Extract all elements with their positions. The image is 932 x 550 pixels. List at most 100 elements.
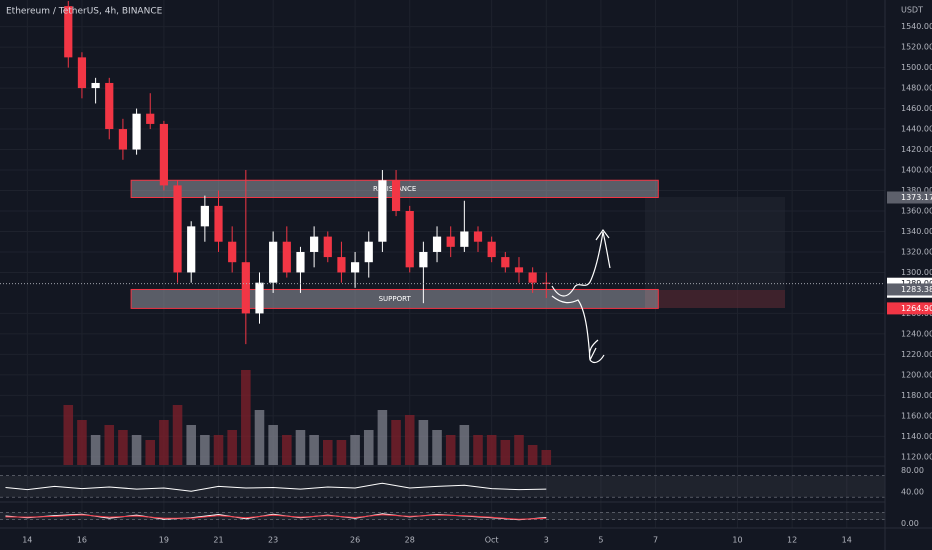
x-tick-label: 12	[787, 536, 797, 545]
volume-bar	[336, 440, 347, 465]
volume-bar	[377, 410, 388, 465]
x-tick-label: 23	[268, 536, 278, 545]
candle-body	[91, 82, 100, 89]
volume-bar	[118, 430, 128, 465]
candle-body	[255, 282, 264, 314]
candle-body	[296, 251, 305, 273]
x-tick-label: 21	[213, 536, 223, 545]
candle-body	[419, 251, 428, 268]
candle-body	[473, 231, 483, 242]
candle-body	[337, 257, 346, 273]
volume-bar	[363, 430, 374, 465]
x-tick-label: 10	[732, 536, 742, 545]
candle-body	[323, 236, 332, 258]
candle-body	[460, 231, 469, 247]
x-tick-label: 16	[77, 536, 87, 545]
volume-bar	[90, 435, 101, 465]
candle-body	[105, 82, 114, 130]
candle-body	[432, 236, 442, 252]
rsi-line	[5, 482, 547, 492]
volume-bar	[350, 435, 360, 465]
y-tick-label: 1120.00	[901, 452, 932, 461]
volume-bar	[473, 435, 483, 465]
x-tick-label: 14	[842, 536, 852, 545]
x-tick-label: Oct	[485, 536, 499, 545]
y-tick-label: 1360.00	[901, 206, 932, 215]
candle-body	[146, 113, 155, 124]
volume-bar	[445, 435, 456, 465]
y-tick-label: 1340.00	[901, 227, 932, 236]
oscillator-band	[0, 512, 885, 520]
volume-bar	[514, 435, 524, 465]
candle-body	[391, 180, 401, 211]
x-tick-label: 26	[350, 536, 360, 545]
price-tag	[887, 302, 932, 315]
volume-bar	[131, 435, 142, 465]
y-tick-label: 1400.00	[901, 166, 932, 175]
candle-body	[487, 241, 496, 258]
volume-bar	[486, 435, 497, 465]
position-tool	[645, 197, 785, 290]
price-tag-label: 1264.90	[901, 304, 932, 313]
x-tick-label: 7	[653, 536, 658, 545]
y-tick-label: 1140.00	[901, 432, 932, 441]
volume-bar	[254, 410, 265, 465]
candle-body	[378, 180, 387, 242]
y-tick-label: 1460.00	[901, 104, 932, 113]
candle-body	[514, 267, 524, 273]
candle-body	[187, 226, 196, 273]
volume-bar	[145, 440, 156, 465]
volume-bar	[268, 425, 278, 465]
price-tag-label: 1283.38	[901, 285, 932, 294]
volume-bar	[432, 430, 442, 465]
volume-bar	[404, 415, 415, 465]
volume-bar	[459, 425, 470, 465]
price-tag	[887, 283, 932, 296]
zone-label: SUPPORT	[379, 295, 412, 303]
candle-body	[77, 57, 87, 89]
candle-body	[528, 272, 537, 283]
y-tick-label: 1500.00	[901, 63, 932, 72]
grid	[0, 0, 885, 528]
volume-bar	[391, 420, 401, 465]
volume-bar	[186, 425, 196, 465]
y-tick-label: 1180.00	[901, 391, 932, 400]
candle-body	[241, 262, 250, 314]
candle-body	[446, 236, 455, 247]
volume-bar	[213, 435, 224, 465]
candle-body	[214, 205, 223, 242]
candle-body	[118, 129, 128, 150]
y-tick-label: 1160.00	[901, 411, 932, 420]
candle-body	[64, 6, 73, 58]
volume-bar	[295, 430, 306, 465]
rsi-tick-label: 40.00	[901, 487, 924, 496]
volume-bar	[527, 445, 538, 465]
plot: RESISTANCESUPPORT	[0, 1, 885, 521]
y-tick-label: 1200.00	[901, 370, 932, 379]
candle-body	[405, 210, 414, 268]
y-tick-label: 1540.00	[901, 22, 932, 31]
volume-bar	[309, 435, 319, 465]
oscillator-tick-label: 0.00	[901, 519, 919, 528]
candle-body	[501, 257, 510, 268]
volume-bar	[541, 450, 552, 465]
volume-bar	[241, 370, 251, 465]
candle-body	[228, 241, 237, 263]
x-tick-label: 28	[405, 536, 415, 545]
x-tick-label: 19	[159, 536, 169, 545]
hand-drawn-arrow-down	[551, 295, 605, 364]
y-tick-label: 1420.00	[901, 145, 932, 154]
volume-bar	[63, 405, 74, 465]
volume-bar	[322, 440, 333, 465]
volume-bar	[200, 435, 210, 465]
y-tick-label: 1220.00	[901, 350, 932, 359]
oscillator-line	[5, 514, 547, 520]
hand-drawn-arrow-up	[551, 228, 611, 297]
currency-label: USDT	[901, 6, 923, 15]
volume-bar	[500, 440, 511, 465]
volume-bar	[227, 430, 237, 465]
candle-body	[173, 185, 182, 273]
y-tick-label: 1440.00	[901, 125, 932, 134]
candle-body	[159, 123, 168, 186]
y-tick-label: 1520.00	[901, 43, 932, 52]
